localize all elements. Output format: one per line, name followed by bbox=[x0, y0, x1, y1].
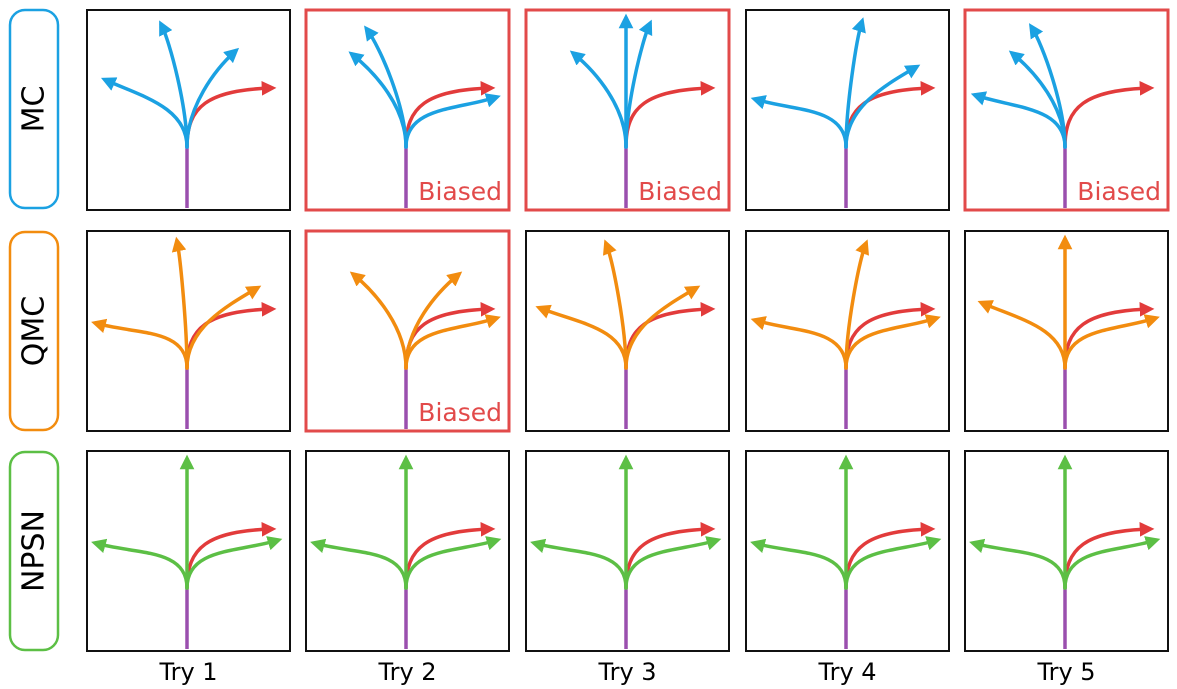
cell-mc-try-3: Biased bbox=[524, 8, 731, 212]
row-label-frame bbox=[8, 230, 60, 432]
cell-mc-try-5: Biased bbox=[963, 8, 1170, 212]
row-label-text: MC bbox=[17, 86, 52, 133]
row-label-npsn: NPSN bbox=[8, 450, 60, 652]
cell-qmc-try-5 bbox=[964, 230, 1169, 432]
cell-npsn-try-4 bbox=[745, 450, 950, 652]
sample-arrow-3 bbox=[1063, 536, 1161, 590]
row-label-frame bbox=[8, 8, 60, 210]
column-label-try-1: Try 1 bbox=[158, 658, 217, 686]
sample-arrow-3 bbox=[624, 19, 653, 149]
column-labels: Try 1 Try 2 Try 3 Try 4 Try 5 bbox=[158, 658, 1095, 686]
sample-arrow-3 bbox=[624, 536, 722, 590]
cell-qmc-try-2: Biased bbox=[304, 229, 511, 433]
column-label-try-4: Try 4 bbox=[817, 658, 876, 686]
biased-label: Biased bbox=[1077, 177, 1161, 206]
sample-arrow-1 bbox=[91, 318, 189, 370]
cell-npsn-try-2 bbox=[305, 450, 510, 652]
sample-arrow-3 bbox=[844, 536, 942, 590]
sample-arrow-2 bbox=[364, 25, 408, 149]
row-label-text: QMC bbox=[17, 296, 52, 366]
sample-arrow-2 bbox=[602, 239, 628, 370]
sample-arrow-1 bbox=[750, 538, 848, 590]
column-label-try-5: Try 5 bbox=[1036, 658, 1095, 686]
sample-arrow-3 bbox=[185, 285, 262, 370]
sample-arrow-3 bbox=[844, 64, 921, 149]
sample-arrow-1 bbox=[91, 538, 189, 590]
cell-mc-try-2: Biased bbox=[304, 8, 511, 212]
row-labels: MC QMC NPSN bbox=[8, 8, 60, 652]
sample-arrow-1 bbox=[750, 316, 848, 370]
sample-arrow-3 bbox=[185, 536, 283, 590]
biased-label: Biased bbox=[418, 177, 502, 206]
sample-arrow-3 bbox=[1063, 314, 1160, 370]
sample-arrow-3 bbox=[624, 285, 701, 370]
column-label-try-2: Try 2 bbox=[377, 658, 436, 686]
cell-mc-try-1 bbox=[86, 9, 291, 211]
cell-mc-try-4 bbox=[745, 9, 950, 211]
sample-arrow-1 bbox=[349, 271, 408, 370]
row-label-text: NPSN bbox=[17, 510, 52, 592]
cell-qmc-try-4 bbox=[745, 230, 950, 432]
row-label-qmc: QMC bbox=[8, 230, 60, 432]
sample-arrow-3 bbox=[185, 47, 240, 149]
sample-arrow-3 bbox=[844, 314, 941, 370]
sample-arrow-1 bbox=[977, 300, 1067, 370]
sample-arrow-3 bbox=[404, 314, 501, 370]
sample-arrow-3 bbox=[1029, 23, 1067, 149]
cell-qmc-try-1 bbox=[86, 230, 291, 432]
row-label-frame bbox=[8, 450, 60, 652]
biased-label: Biased bbox=[418, 398, 502, 427]
biased-label: Biased bbox=[638, 177, 722, 206]
row-label-mc: MC bbox=[8, 8, 60, 210]
sample-arrow-1 bbox=[530, 538, 628, 590]
column-label-try-3: Try 3 bbox=[597, 658, 656, 686]
sample-arrow-1 bbox=[310, 538, 408, 590]
cell-npsn-try-3 bbox=[525, 450, 730, 652]
cell-qmc-try-3 bbox=[525, 230, 730, 432]
sample-arrow-3 bbox=[404, 93, 501, 149]
cell-npsn-try-5 bbox=[964, 450, 1169, 652]
cell-npsn-try-1 bbox=[86, 450, 291, 652]
sample-arrow-1 bbox=[750, 95, 848, 149]
sample-arrow-2 bbox=[844, 239, 870, 370]
cells-grid: Biased Biased Biased Biased bbox=[86, 8, 1170, 652]
sample-arrow-3 bbox=[404, 536, 502, 590]
sample-arrow-2 bbox=[171, 236, 189, 370]
sample-arrow-1 bbox=[969, 538, 1067, 590]
